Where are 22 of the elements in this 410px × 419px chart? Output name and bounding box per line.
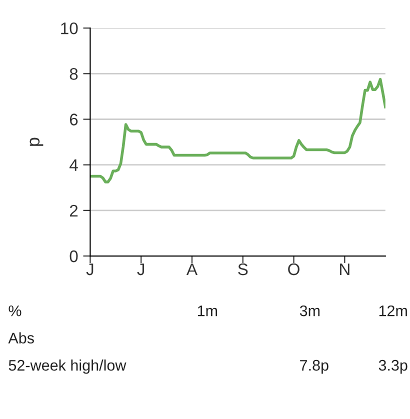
text: 52-week high/low xyxy=(8,360,126,374)
text: 1m xyxy=(198,306,218,316)
text: 12m xyxy=(379,305,407,316)
y-tick-label: 0 xyxy=(70,250,78,262)
text: 3.3p xyxy=(378,360,408,374)
x-tick-label: A xyxy=(186,264,198,276)
x-tick-label: J xyxy=(137,264,144,276)
y-tick-label: 4 xyxy=(70,159,78,171)
x-tick-label: S xyxy=(238,263,248,276)
text: % xyxy=(8,306,22,316)
text: Abs xyxy=(8,332,34,344)
x-tick-label: J xyxy=(86,264,94,276)
y-tick-label: 2 xyxy=(70,204,78,216)
text: 7.8p xyxy=(300,360,328,374)
y-axis-title: p xyxy=(30,138,44,146)
y-tick-label: 10 xyxy=(61,22,78,34)
y-tick-label: 8 xyxy=(70,68,78,80)
x-tick-label: N xyxy=(340,264,350,276)
text: 3m xyxy=(300,305,320,316)
line-series xyxy=(90,78,386,184)
y-tick-label: 6 xyxy=(70,114,78,126)
x-tick-label: O xyxy=(288,263,300,276)
